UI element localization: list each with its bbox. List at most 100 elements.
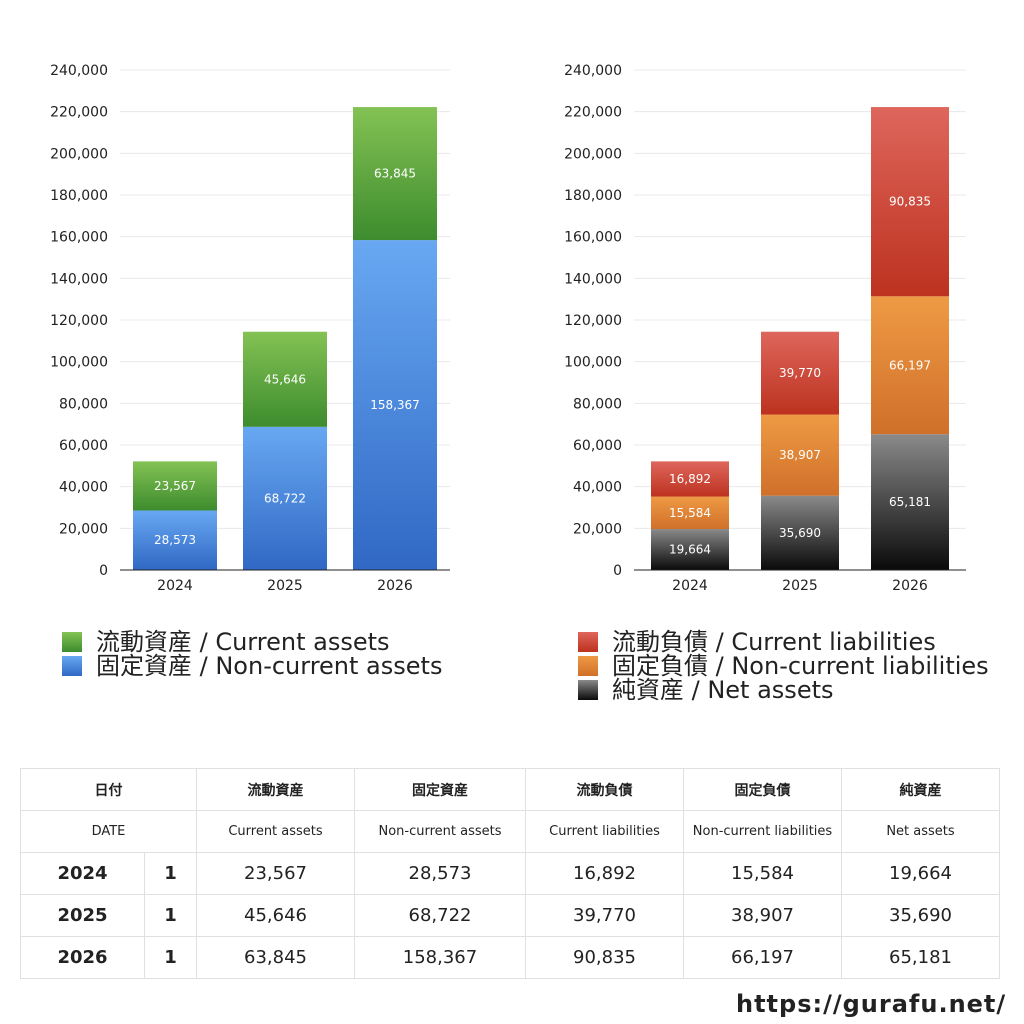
data-label: 158,367 <box>370 398 420 412</box>
y-tick-label: 200,000 <box>50 146 108 162</box>
y-tick-label: 100,000 <box>50 355 108 371</box>
x-tick-label: 2026 <box>377 578 413 594</box>
row-month: 1 <box>144 852 197 895</box>
table-row: 2025 1 45,646 68,722 39,770 38,907 35,69… <box>20 894 1000 937</box>
header-date-en: DATE <box>20 810 197 853</box>
legend-label-non-current-assets: 固定資産 / Non-current assets <box>96 652 443 680</box>
bar-segment-current-liabilities <box>871 107 949 297</box>
y-tick-label: 20,000 <box>573 521 622 537</box>
y-tick-label: 140,000 <box>564 271 622 287</box>
bar-segment-current-assets <box>353 107 437 241</box>
data-label: 38,907 <box>779 448 821 462</box>
header-current-assets-ja: 流動資産 <box>196 768 355 811</box>
assets-legend: 流動資産 / Current assets 固定資産 / Non-current… <box>62 630 442 678</box>
site-url: https://gurafu.net/ <box>736 990 1007 1018</box>
row-year: 2026 <box>20 936 145 979</box>
data-label: 45,646 <box>264 372 306 386</box>
bar-segment-current-assets <box>133 461 217 511</box>
data-label: 65,181 <box>889 495 931 509</box>
header-net-assets-en: Net assets <box>841 810 1000 853</box>
header-non-current-liabilities-en: Non-current liabilities <box>683 810 842 853</box>
y-tick-label: 140,000 <box>50 271 108 287</box>
header-current-assets-en: Current assets <box>196 810 355 853</box>
bar-segment-net-assets <box>651 529 729 570</box>
legend-swatch-current-assets <box>62 632 82 652</box>
cell-non-current-assets: 158,367 <box>354 936 526 979</box>
y-tick-label: 200,000 <box>564 146 622 162</box>
data-label: 15,584 <box>669 506 711 520</box>
data-label: 23,567 <box>154 479 196 493</box>
y-tick-label: 60,000 <box>59 438 108 454</box>
y-tick-label: 220,000 <box>50 105 108 121</box>
data-label: 16,892 <box>669 472 711 486</box>
row-year: 2025 <box>20 894 145 937</box>
legend-item-non-current-liabilities: 固定負債 / Non-current liabilities <box>578 654 989 678</box>
cell-current-liabilities: 90,835 <box>525 936 684 979</box>
legend-swatch-non-current-liabilities <box>578 656 598 676</box>
y-tick-label: 160,000 <box>50 230 108 246</box>
x-tick-label: 2024 <box>672 578 708 594</box>
data-label: 63,845 <box>374 167 416 181</box>
data-label: 39,770 <box>779 366 821 380</box>
bar-segment-non-current-liabilities <box>761 414 839 496</box>
data-label: 90,835 <box>889 195 931 209</box>
y-tick-label: 20,000 <box>59 521 108 537</box>
x-tick-label: 2025 <box>267 578 303 594</box>
legend-item-net-assets: 純資産 / Net assets <box>578 678 989 702</box>
cell-non-current-liabilities: 38,907 <box>683 894 842 937</box>
cell-current-assets: 63,845 <box>196 936 355 979</box>
row-month: 1 <box>144 936 197 979</box>
bar-segment-non-current-assets <box>353 240 437 570</box>
table-header-en: DATE Current assets Non-current assets C… <box>20 810 1000 853</box>
bar-segment-current-liabilities <box>651 461 729 497</box>
cell-current-assets: 23,567 <box>196 852 355 895</box>
header-non-current-assets-en: Non-current assets <box>354 810 526 853</box>
cell-net-assets: 65,181 <box>841 936 1000 979</box>
cell-non-current-assets: 68,722 <box>354 894 526 937</box>
cell-non-current-assets: 28,573 <box>354 852 526 895</box>
bar-segment-non-current-liabilities <box>871 296 949 435</box>
row-year: 2024 <box>20 852 145 895</box>
assets-chart: 0 20,000 40,000 60,000 80,000 100,000 120,000 1… <box>50 63 450 594</box>
y-tick-label: 100,000 <box>564 355 622 371</box>
liabilities-legend: 流動負債 / Current liabilities 固定負債 / Non-cu… <box>578 630 989 702</box>
cell-net-assets: 19,664 <box>841 852 1000 895</box>
y-tick-label: 40,000 <box>59 480 108 496</box>
cell-current-liabilities: 16,892 <box>525 852 684 895</box>
legend-item-current-assets: 流動資産 / Current assets <box>62 630 442 654</box>
y-tick-label: 120,000 <box>50 313 108 329</box>
header-current-liabilities-en: Current liabilities <box>525 810 684 853</box>
header-non-current-liabilities-ja: 固定負債 <box>683 768 842 811</box>
bar-segment-current-assets <box>243 331 327 427</box>
header-non-current-assets-ja: 固定資産 <box>354 768 526 811</box>
y-tick-label: 80,000 <box>59 396 108 412</box>
cell-non-current-liabilities: 15,584 <box>683 852 842 895</box>
legend-item-current-liabilities: 流動負債 / Current liabilities <box>578 630 989 654</box>
y-tick-label: 180,000 <box>50 188 108 204</box>
row-month: 1 <box>144 894 197 937</box>
charts-canvas: 0 20,000 40,000 60,000 80,000 100,000 120,000 1… <box>50 63 966 594</box>
cell-current-liabilities: 39,770 <box>525 894 684 937</box>
table-row: 2026 1 63,845 158,367 90,835 66,197 65,1… <box>20 936 1000 979</box>
y-tick-label: 0 <box>613 563 622 579</box>
y-tick-label: 160,000 <box>564 230 622 246</box>
y-tick-label: 80,000 <box>573 396 622 412</box>
bar-segment-non-current-liabilities <box>651 496 729 530</box>
bar-segment-net-assets <box>761 495 839 570</box>
y-tick-label: 0 <box>99 563 108 579</box>
header-date-ja: 日付 <box>20 768 197 811</box>
bar-segment-current-liabilities <box>761 331 839 415</box>
cell-net-assets: 35,690 <box>841 894 1000 937</box>
data-table: 日付 流動資産 固定資産 流動負債 固定負債 純資産 DATE Current … <box>20 768 1000 979</box>
y-tick-label: 60,000 <box>573 438 622 454</box>
data-label: 68,722 <box>264 491 306 505</box>
data-label: 28,573 <box>154 533 196 547</box>
liabilities-net-assets-chart: 0 20,000 40,000 60,000 80,000 100,000 120,000 1… <box>564 63 966 594</box>
bar-segment-non-current-assets <box>133 510 217 570</box>
data-label: 66,197 <box>889 358 931 372</box>
y-tick-label: 40,000 <box>573 480 622 496</box>
x-tick-label: 2026 <box>892 578 928 594</box>
x-tick-label: 2024 <box>157 578 193 594</box>
legend-item-non-current-assets: 固定資産 / Non-current assets <box>62 654 442 678</box>
legend-swatch-non-current-assets <box>62 656 82 676</box>
